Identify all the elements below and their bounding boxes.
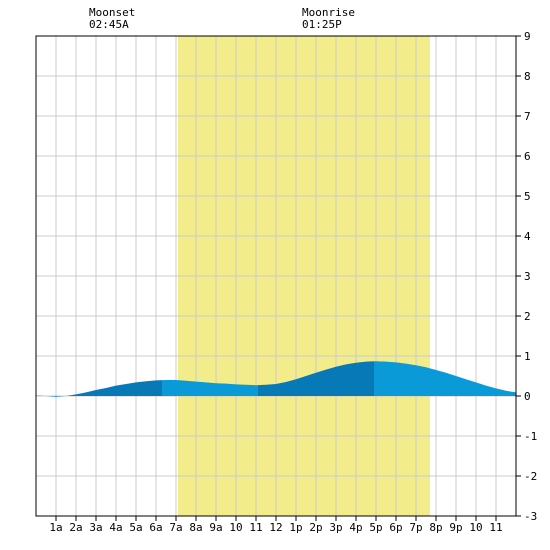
y-tick-label: 2: [524, 310, 531, 323]
y-tick-label: 9: [524, 30, 531, 43]
tide-segment: [36, 380, 162, 397]
x-tick-label: 11: [489, 521, 502, 534]
y-tick-label: 8: [524, 70, 531, 83]
x-tick-label: 5a: [129, 521, 142, 534]
x-tick-label: 1p: [289, 521, 302, 534]
tide-area: [36, 361, 516, 397]
y-tick-label: 4: [524, 230, 531, 243]
x-tick-label: 4a: [109, 521, 122, 534]
x-tick-label: 9p: [449, 521, 462, 534]
x-tick-label: 4p: [349, 521, 362, 534]
x-tick-label: 2p: [309, 521, 322, 534]
x-tick-label: 9a: [209, 521, 222, 534]
y-axis: 9 8 7 6 5 4 3 2 1 0 -1 -2 -3: [516, 30, 537, 523]
tide-segment: [374, 361, 516, 396]
x-tick-label: 7p: [409, 521, 422, 534]
y-tick-label: -2: [524, 470, 537, 483]
x-tick-label: 2a: [69, 521, 82, 534]
x-tick-label: 8a: [189, 521, 202, 534]
y-tick-label: 5: [524, 190, 531, 203]
y-tick-label: 7: [524, 110, 531, 123]
tide-segment: [258, 361, 374, 396]
x-tick-label: 12: [269, 521, 282, 534]
moonrise-label: Moonrise: [302, 6, 355, 19]
x-tick-label: 5p: [369, 521, 382, 534]
x-tick-label: 8p: [429, 521, 442, 534]
moonset-label: Moonset: [89, 6, 135, 19]
x-tick-label: 6p: [389, 521, 402, 534]
y-tick-label: 6: [524, 150, 531, 163]
x-tick-label: 3p: [329, 521, 342, 534]
moonrise-annotation: Moonrise 01:25P: [302, 6, 355, 31]
x-tick-label: 11: [249, 521, 262, 534]
y-tick-label: 0: [524, 390, 531, 403]
x-axis: 1a 2a 3a 4a 5a 6a 7a 8a 9a 10 11 12 1p 2p 3p 4p 5p 6p 7p 8p…: [49, 516, 503, 534]
x-tick-label: 6a: [149, 521, 162, 534]
y-tick-label: -3: [524, 510, 537, 523]
moonrise-time: 01:25P: [302, 18, 342, 31]
x-tick-label: 10: [229, 521, 242, 534]
x-tick-label: 1a: [49, 521, 62, 534]
moonset-time: 02:45A: [89, 18, 129, 31]
y-tick-label: -1: [524, 430, 537, 443]
y-tick-label: 3: [524, 270, 531, 283]
x-tick-label: 7a: [169, 521, 182, 534]
tide-segment: [162, 380, 258, 396]
x-tick-label: 10: [469, 521, 482, 534]
x-tick-label: 3a: [89, 521, 102, 534]
moonset-annotation: Moonset 02:45A: [89, 6, 135, 31]
y-tick-label: 1: [524, 350, 531, 363]
